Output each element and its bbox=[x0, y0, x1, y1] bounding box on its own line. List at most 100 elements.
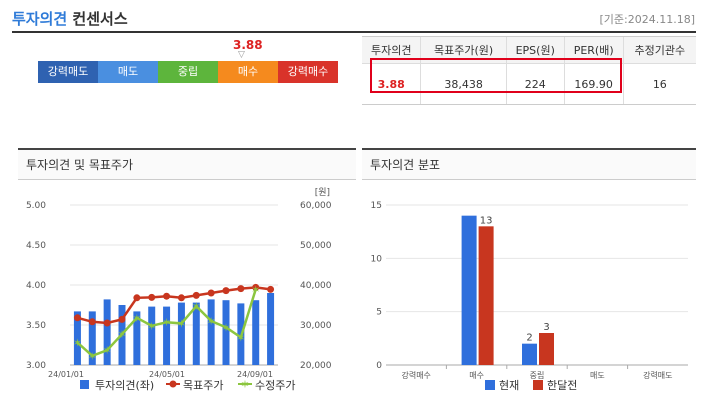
data-label: 3 bbox=[543, 322, 549, 333]
legend-swatch bbox=[533, 380, 543, 390]
adjusted-price-point: ✶ bbox=[177, 317, 186, 330]
opinion-bar bbox=[192, 302, 200, 365]
reference-date: [기준:2024.11.18] bbox=[599, 13, 695, 26]
y-tick-label: 10 bbox=[371, 254, 383, 264]
x-tick-label: 24/01/01 bbox=[48, 370, 84, 379]
target-price-point bbox=[237, 285, 245, 293]
title-accent: 투자의견 bbox=[12, 10, 68, 28]
opinion-bar bbox=[252, 300, 260, 365]
distribution-bar bbox=[461, 215, 477, 365]
adjusted-price-point: ✶ bbox=[117, 328, 126, 341]
x-tick-label: 24/09/01 bbox=[237, 370, 273, 379]
target-price-point bbox=[267, 285, 275, 293]
cell-target-price: 38,438 bbox=[420, 63, 507, 105]
gauge-value: 3.88 bbox=[233, 38, 263, 52]
y-tick-label: 5 bbox=[376, 308, 382, 318]
opinion-bar bbox=[163, 306, 171, 365]
legend-swatch bbox=[80, 380, 89, 389]
opinion-bar bbox=[222, 300, 230, 365]
y-right-tick-label: 20,000 bbox=[300, 361, 332, 371]
legend-label: 한달전 bbox=[547, 379, 577, 392]
gauge-segment: 매도 bbox=[98, 61, 158, 83]
adjusted-price-point: ✶ bbox=[221, 321, 230, 334]
adjusted-price-point: ✶ bbox=[88, 350, 97, 363]
col-institutions: 추정기관수 bbox=[622, 36, 696, 64]
target-price-point bbox=[252, 283, 260, 291]
header-rule bbox=[12, 31, 696, 33]
data-label: 13 bbox=[480, 215, 493, 226]
gauge-segment: 강력매도 bbox=[38, 61, 98, 83]
y-left-tick-label: 5.00 bbox=[26, 201, 46, 211]
y-right-tick-label: 60,000 bbox=[300, 201, 332, 211]
opinion-bar bbox=[207, 299, 215, 365]
legend-label: 목표주가 bbox=[183, 379, 223, 392]
legend-swatch: ✶ bbox=[240, 378, 249, 391]
adjusted-price-point: ✶ bbox=[192, 300, 201, 313]
target-price-point bbox=[192, 291, 200, 299]
adjusted-price-point: ✶ bbox=[103, 344, 112, 357]
target-price-point bbox=[207, 289, 215, 297]
adjusted-price-point: ✶ bbox=[207, 315, 216, 328]
y-right-tick-label: 40,000 bbox=[300, 281, 332, 291]
y-left-tick-label: 4.50 bbox=[26, 241, 46, 251]
target-price-point bbox=[148, 293, 156, 301]
target-price-point bbox=[73, 314, 81, 322]
opinion-bar bbox=[148, 306, 156, 365]
legend-label: 수정주가 bbox=[255, 379, 295, 392]
distribution-bar bbox=[478, 226, 494, 365]
adjusted-price-point: ✶ bbox=[162, 316, 171, 329]
opinion-price-chart: 3.00 3.50 4.00 4.50 5.00 20,000 30,000 40,000 50… bbox=[26, 187, 332, 392]
adjusted-price-point: ✶ bbox=[147, 320, 156, 333]
target-price-point bbox=[222, 287, 230, 295]
title-rest: 컨센서스 bbox=[67, 10, 128, 28]
cell-per: 169.90 bbox=[563, 63, 624, 105]
left-panel-title: 투자의견 및 목표주가 bbox=[18, 148, 356, 180]
distribution-bar bbox=[522, 343, 537, 365]
gauge-segment: 매수 bbox=[218, 61, 278, 83]
x-tick-label: 중립 bbox=[530, 371, 545, 380]
x-tick-label: 매도 bbox=[590, 371, 605, 380]
data-label: 2 bbox=[526, 333, 532, 344]
adjusted-price-point: ✶ bbox=[132, 312, 141, 325]
adjusted-price-point: ✶ bbox=[251, 283, 260, 296]
legend-swatch bbox=[485, 380, 495, 390]
target-price-point bbox=[118, 315, 126, 323]
opinion-bar bbox=[73, 311, 81, 365]
section-title: 투자의견 컨센서스 bbox=[12, 8, 128, 29]
opinion-bar bbox=[267, 293, 275, 365]
cell-eps: 224 bbox=[505, 63, 565, 105]
cell-institutions: 16 bbox=[622, 63, 696, 105]
opinion-bar bbox=[88, 311, 96, 365]
y-tick-label: 0 bbox=[376, 361, 382, 371]
y-right-unit: [원] bbox=[315, 187, 330, 198]
target-price-point bbox=[133, 294, 141, 302]
x-tick-label: 매수 bbox=[469, 371, 484, 380]
gauge-segment: 중립 bbox=[158, 61, 218, 83]
gauge-pointer-icon: ▽ bbox=[238, 50, 245, 60]
y-right-tick-label: 50,000 bbox=[300, 241, 332, 251]
adjusted-price-point: ✶ bbox=[236, 331, 245, 344]
table-row: 3.88 38,438 224 169.90 16 bbox=[362, 63, 696, 105]
x-tick-label: 강력매수 bbox=[401, 370, 430, 380]
legend-label: 투자의견(좌) bbox=[95, 379, 154, 392]
y-left-tick-label: 4.00 bbox=[26, 281, 46, 291]
target-price-point bbox=[177, 294, 185, 302]
legend-label: 현재 bbox=[499, 379, 519, 392]
opinion-bar bbox=[133, 311, 141, 365]
opinion-bar bbox=[177, 302, 185, 365]
y-left-tick-label: 3.50 bbox=[26, 321, 46, 331]
highlight-box bbox=[370, 58, 622, 93]
x-tick-label: 강력매도 bbox=[643, 370, 672, 380]
x-tick-label: 24/05/01 bbox=[149, 370, 185, 379]
right-panel-title: 투자의견 분포 bbox=[362, 148, 696, 180]
y-right-tick-label: 30,000 bbox=[300, 321, 332, 331]
adjusted-price-point: ✶ bbox=[73, 337, 82, 350]
target-price-point bbox=[103, 319, 111, 327]
distribution-bar bbox=[539, 333, 554, 365]
line-adjusted-price bbox=[76, 289, 257, 358]
opinion-bar bbox=[103, 299, 111, 365]
y-left-tick-label: 3.00 bbox=[26, 361, 46, 371]
legend-swatch bbox=[169, 380, 177, 388]
target-price-point bbox=[163, 292, 171, 300]
